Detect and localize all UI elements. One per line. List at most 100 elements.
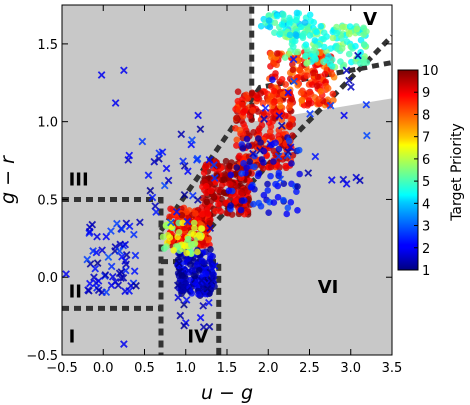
data-point xyxy=(243,135,251,143)
data-point xyxy=(190,231,198,238)
data-point xyxy=(289,43,297,50)
data-point xyxy=(237,206,245,214)
data-point xyxy=(200,169,208,176)
data-point-cross xyxy=(150,157,159,166)
data-point xyxy=(272,70,279,77)
data-point xyxy=(286,137,293,145)
data-point xyxy=(324,84,332,92)
data-point-cross xyxy=(260,115,268,123)
data-point xyxy=(225,187,233,195)
data-point xyxy=(207,252,214,259)
data-point xyxy=(274,193,282,201)
data-point xyxy=(183,208,190,216)
data-point xyxy=(188,241,195,249)
data-point xyxy=(346,23,354,30)
data-point xyxy=(276,102,284,110)
data-point xyxy=(291,37,299,45)
data-point xyxy=(226,162,234,170)
data-point xyxy=(250,200,257,208)
data-point xyxy=(288,160,295,167)
data-point xyxy=(279,10,287,18)
data-point xyxy=(192,210,199,217)
data-point xyxy=(227,171,235,179)
data-point xyxy=(222,199,230,207)
data-point xyxy=(260,191,268,199)
x-axis-ticks: −0.5 0.0 0.5 1.0 1.5 2.0 2.5 3.0 3.5 xyxy=(46,5,402,376)
data-point xyxy=(234,88,242,95)
region-label: V xyxy=(363,9,377,30)
data-point-cross xyxy=(174,293,183,302)
data-point xyxy=(313,82,321,90)
data-point xyxy=(330,96,337,104)
data-point xyxy=(270,59,277,66)
data-point xyxy=(295,146,303,154)
data-point-cross xyxy=(179,157,187,166)
data-point-cross xyxy=(107,227,115,235)
data-point-cross xyxy=(85,223,94,232)
data-point xyxy=(249,107,256,114)
data-point-cross xyxy=(192,156,201,164)
data-point-cross xyxy=(207,277,216,285)
data-point xyxy=(260,109,267,116)
data-point xyxy=(286,14,293,22)
data-point xyxy=(233,164,241,171)
data-point xyxy=(203,182,210,190)
data-point xyxy=(353,25,361,33)
colorbar-tick-label: 6 xyxy=(422,153,430,168)
y-tick-label: 1.5 xyxy=(37,38,58,53)
data-point-cross xyxy=(160,181,169,190)
colorbar-ticks: 1 2 3 4 5 6 7 8 9 10 xyxy=(414,64,439,279)
data-point-cross xyxy=(205,322,214,331)
data-point xyxy=(239,145,247,152)
data-point-cross xyxy=(184,167,192,176)
data-point-cross xyxy=(172,207,181,216)
data-point xyxy=(254,172,262,180)
region-label: I xyxy=(69,327,76,348)
data-point xyxy=(329,34,337,42)
data-point xyxy=(313,28,320,36)
colorbar-tick-label: 9 xyxy=(422,86,430,101)
data-point-cross xyxy=(180,300,188,309)
data-point xyxy=(270,199,278,206)
data-point xyxy=(265,209,272,216)
data-point-cross xyxy=(175,259,183,268)
colorbar-tick-label: 7 xyxy=(422,131,430,146)
data-point xyxy=(247,184,255,191)
data-point xyxy=(181,224,188,232)
data-point xyxy=(215,201,222,208)
data-point xyxy=(162,222,170,230)
data-point-cross xyxy=(93,232,101,241)
data-point xyxy=(259,100,267,107)
colorbar: 1 2 3 4 5 6 7 8 9 10 Target Priority xyxy=(397,64,465,279)
colorbar-tick-label: 4 xyxy=(422,197,430,212)
data-point-cross xyxy=(93,259,102,267)
data-point xyxy=(265,119,273,126)
x-tick-label: 3.5 xyxy=(382,361,403,376)
data-point xyxy=(360,41,368,48)
data-point xyxy=(217,208,224,215)
data-point-cross xyxy=(342,66,351,75)
data-point xyxy=(265,12,273,19)
data-point xyxy=(257,139,264,146)
data-point-cross xyxy=(176,311,185,320)
data-point xyxy=(286,121,293,128)
data-point xyxy=(193,261,201,268)
x-tick-label: 0.0 xyxy=(93,361,114,376)
data-point xyxy=(191,224,198,232)
data-point-cross xyxy=(130,230,138,239)
data-point-cross xyxy=(311,152,320,161)
data-point-cross xyxy=(98,246,106,254)
data-point xyxy=(270,99,278,106)
y-axis-label: g − r xyxy=(0,155,19,204)
data-point-cross xyxy=(345,76,353,85)
data-point-cross xyxy=(205,298,213,307)
data-point xyxy=(188,290,196,297)
y-tick-label: 0.5 xyxy=(37,193,58,208)
data-point-cross xyxy=(304,169,313,177)
y-tick-label: −0.5 xyxy=(26,349,58,364)
data-point-cross xyxy=(290,77,298,86)
data-point xyxy=(287,101,294,108)
plot-area xyxy=(62,5,392,355)
